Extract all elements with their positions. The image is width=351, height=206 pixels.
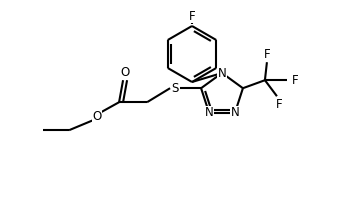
Text: O: O <box>92 110 102 123</box>
Text: F: F <box>189 9 195 22</box>
Text: S: S <box>171 82 179 95</box>
Text: N: N <box>231 106 239 119</box>
Text: N: N <box>218 67 226 80</box>
Text: N: N <box>205 106 213 119</box>
Text: O: O <box>120 66 130 79</box>
Text: F: F <box>292 74 298 87</box>
Text: F: F <box>276 98 282 111</box>
Text: F: F <box>264 48 270 61</box>
